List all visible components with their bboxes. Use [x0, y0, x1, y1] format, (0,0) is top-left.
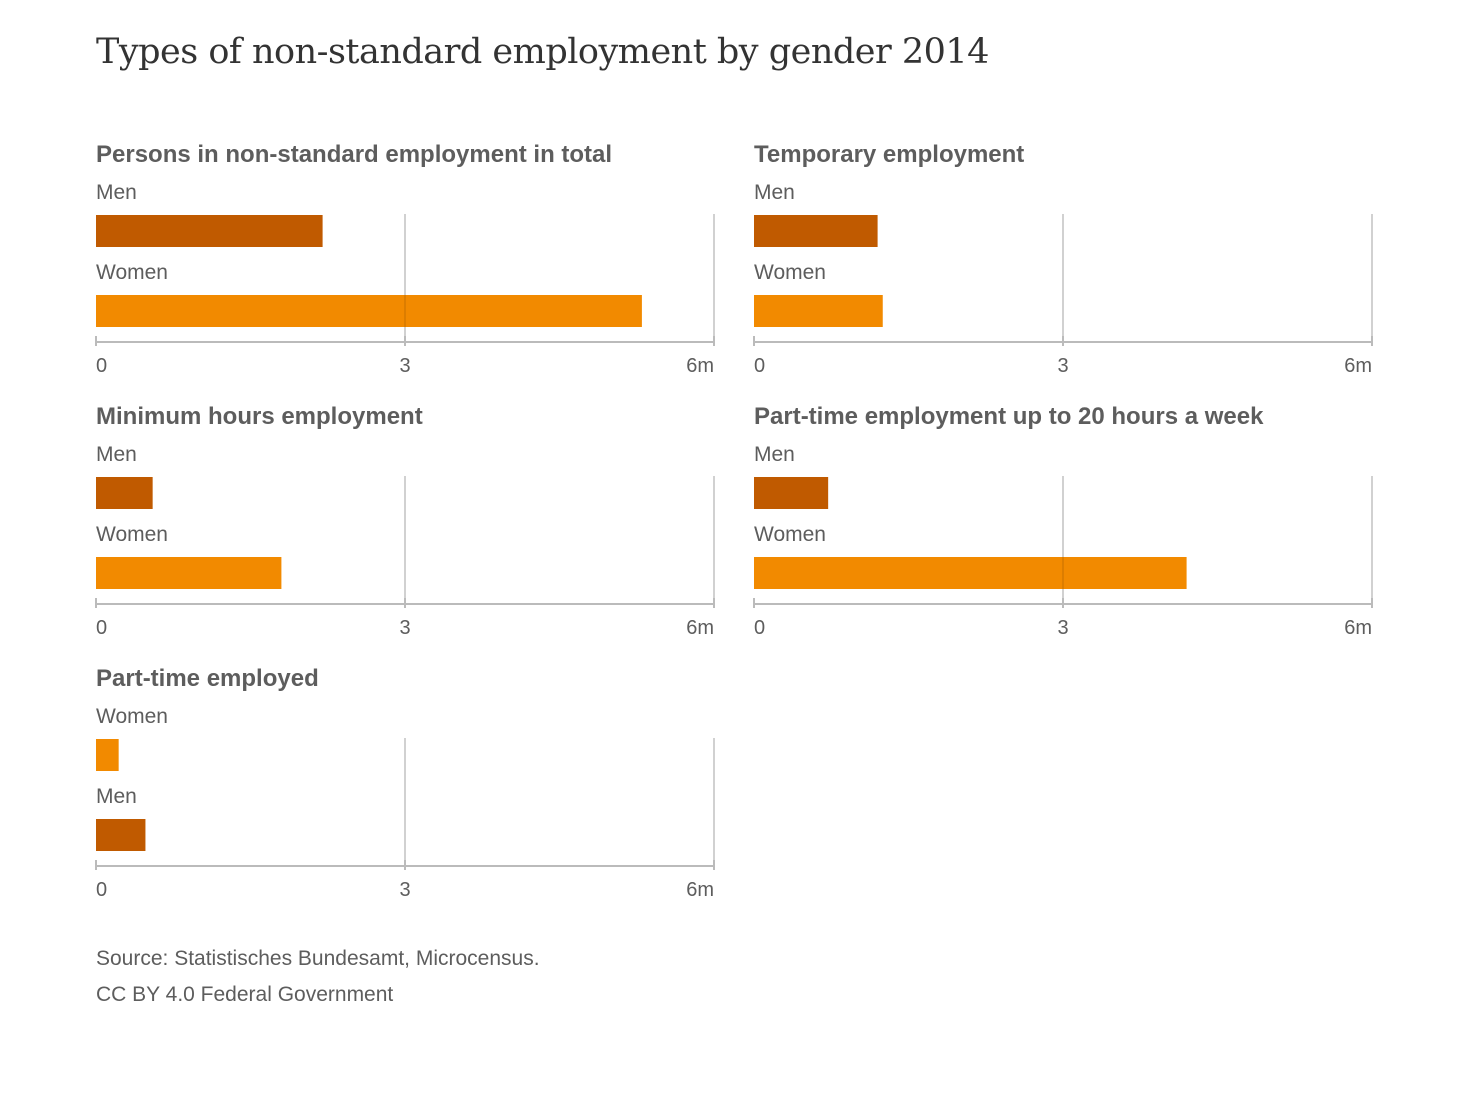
bar-chart: Women Men 0 3 6m [95, 705, 716, 915]
bar [96, 477, 153, 509]
x-tick-label: 3 [1057, 617, 1068, 639]
chart-title: Types of non-standard employment by gend… [96, 32, 989, 72]
bar [96, 739, 119, 771]
category-label: Women [754, 261, 826, 284]
panel-part-time-20h: Part-time employment up to 20 hours a we… [753, 403, 1374, 663]
x-tick-label: 6m [686, 355, 714, 377]
bar-chart: Men Women 0 3 6m [95, 443, 716, 653]
category-label: Men [96, 785, 137, 808]
x-tick-label: 0 [754, 355, 765, 377]
category-label: Men [96, 443, 137, 466]
panel-title: Persons in non-standard employment in to… [96, 141, 613, 168]
bar [754, 295, 883, 327]
x-tick-label: 0 [754, 617, 765, 639]
bar [96, 215, 323, 247]
category-label: Women [96, 261, 168, 284]
x-tick-label: 0 [96, 355, 107, 377]
chart-svg: Men Women 0 3 6m [753, 181, 1373, 377]
chart-svg: Women Men 0 3 6m [95, 705, 715, 901]
bar-chart: Men Women 0 3 6m [753, 181, 1374, 391]
x-tick-label: 0 [96, 617, 107, 639]
category-label: Women [754, 523, 826, 546]
bar [96, 557, 282, 589]
panel-title: Temporary employment [754, 141, 1025, 168]
category-label: Men [754, 181, 795, 204]
chart-svg: Men Women 0 3 6m [95, 181, 715, 377]
category-label: Women [96, 523, 168, 546]
chart-svg: Men Women 0 3 6m [753, 443, 1373, 639]
x-tick-label: 3 [1057, 355, 1068, 377]
panel-total: Persons in non-standard employment in to… [95, 141, 716, 401]
panel-title: Part-time employed [96, 665, 319, 692]
panel-part-time: Part-time employed Women Men 0 3 6m [95, 665, 716, 925]
panel-minimum-hours: Minimum hours employment Men Women 0 3 6m [95, 403, 716, 663]
x-tick-label: 6m [686, 879, 714, 901]
license-note: CC BY 4.0 Federal Government [96, 983, 394, 1006]
chart-svg: Men Women 0 3 6m [95, 443, 715, 639]
bar [754, 477, 829, 509]
x-tick-label: 3 [399, 879, 410, 901]
bar [754, 557, 1187, 589]
bar [96, 295, 642, 327]
x-tick-label: 3 [399, 617, 410, 639]
bar-chart: Men Women 0 3 6m [95, 181, 716, 391]
footer: Source: Statistisches Bundesamt, Microce… [96, 944, 540, 1016]
category-label: Women [96, 705, 168, 728]
panel-title: Part-time employment up to 20 hours a we… [754, 403, 1264, 430]
category-label: Men [754, 443, 795, 466]
bar-chart: Men Women 0 3 6m [753, 443, 1374, 653]
x-tick-label: 0 [96, 879, 107, 901]
category-label: Men [96, 181, 137, 204]
x-tick-label: 3 [399, 355, 410, 377]
source-note: Source: Statistisches Bundesamt, Microce… [96, 947, 540, 970]
bar [96, 819, 146, 851]
x-tick-label: 6m [686, 617, 714, 639]
panel-title: Minimum hours employment [96, 403, 423, 430]
x-tick-label: 6m [1344, 617, 1372, 639]
x-tick-label: 6m [1344, 355, 1372, 377]
panel-temporary: Temporary employment Men Women 0 3 6m [753, 141, 1374, 401]
bar [754, 215, 878, 247]
